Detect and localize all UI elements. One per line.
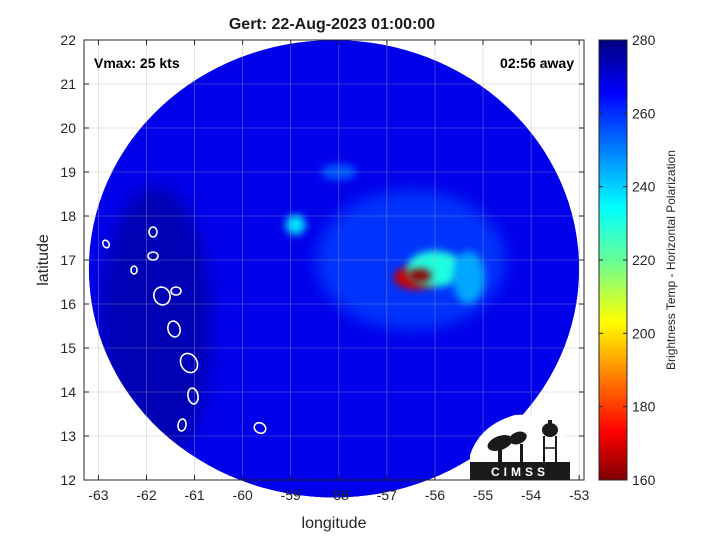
vmax-annotation: Vmax: 25 kts xyxy=(94,55,180,71)
colorbar-tick-label: 260 xyxy=(632,105,656,121)
colorbar-tick-label: 280 xyxy=(632,32,656,48)
y-ticks: 12 13 14 15 16 17 18 19 20 21 22 xyxy=(60,32,584,488)
y-tick-label: 21 xyxy=(60,76,76,92)
y-tick-label: 17 xyxy=(60,252,76,268)
island-outline xyxy=(147,251,159,261)
x-tick-label: -53 xyxy=(569,487,589,503)
y-tick-label: 12 xyxy=(60,472,76,488)
x-tick-label: -62 xyxy=(136,487,156,503)
x-axis-label: longitude xyxy=(302,515,367,532)
island-outline xyxy=(170,286,182,296)
island-outline xyxy=(101,239,111,249)
logo-text: CIMSS xyxy=(491,465,549,479)
island-outline xyxy=(86,203,98,211)
y-tick-label: 13 xyxy=(60,428,76,444)
swath-feature-core xyxy=(407,268,432,283)
chart-title: Gert: 22-Aug-2023 01:00:00 xyxy=(229,16,435,33)
island-outline xyxy=(167,320,181,338)
island-outline xyxy=(253,421,267,435)
island-outline xyxy=(153,470,163,482)
y-tick-label: 14 xyxy=(60,384,76,400)
y-tick-label: 18 xyxy=(60,208,76,224)
island-outline xyxy=(187,387,199,405)
x-tick-label: -60 xyxy=(233,487,253,503)
x-tick-label: -56 xyxy=(425,487,445,503)
island-outline xyxy=(177,418,187,432)
x-ticks: -63 -62 -61 -60 -59 -58 -57 -56 -55 -54 -53 xyxy=(88,40,590,503)
x-tick-label: -57 xyxy=(377,487,397,503)
island-outline xyxy=(148,226,158,238)
x-tick-label: -63 xyxy=(88,487,108,503)
coastline-islands xyxy=(86,203,267,482)
colorbar-tick-label: 200 xyxy=(632,325,656,341)
colorbar-tick-label: 180 xyxy=(632,399,656,415)
swath-feature-2 xyxy=(452,251,485,304)
y-axis-label: latitude xyxy=(35,234,52,286)
island-outline xyxy=(130,265,138,275)
x-tick-label: -55 xyxy=(473,487,493,503)
colorbar-ticks: 160 180 200 220 240 260 280 xyxy=(599,32,656,488)
colorbar-tick-label: 160 xyxy=(632,472,656,488)
y-tick-label: 19 xyxy=(60,164,76,180)
y-tick-label: 16 xyxy=(60,296,76,312)
colorbar-tick-label: 220 xyxy=(632,252,656,268)
island-outline xyxy=(179,352,199,374)
x-tick-label: -59 xyxy=(281,487,301,503)
x-tick-label: -61 xyxy=(184,487,204,503)
time-away-annotation: 02:56 away xyxy=(500,55,574,71)
x-tick-label: -54 xyxy=(521,487,541,503)
swath-feature-3 xyxy=(285,214,306,235)
colorbar-label: Brightness Temp - Horizontal Polarizatio… xyxy=(664,150,678,370)
island-outline xyxy=(153,286,171,306)
y-tick-label: 20 xyxy=(60,120,76,136)
cimss-logo: CIMSS xyxy=(470,414,570,480)
y-tick-label: 22 xyxy=(60,32,76,48)
y-tick-label: 15 xyxy=(60,340,76,356)
x-tick-label: -58 xyxy=(329,487,349,503)
colorbar-tick-label: 240 xyxy=(632,179,656,195)
colorbar xyxy=(598,39,628,481)
